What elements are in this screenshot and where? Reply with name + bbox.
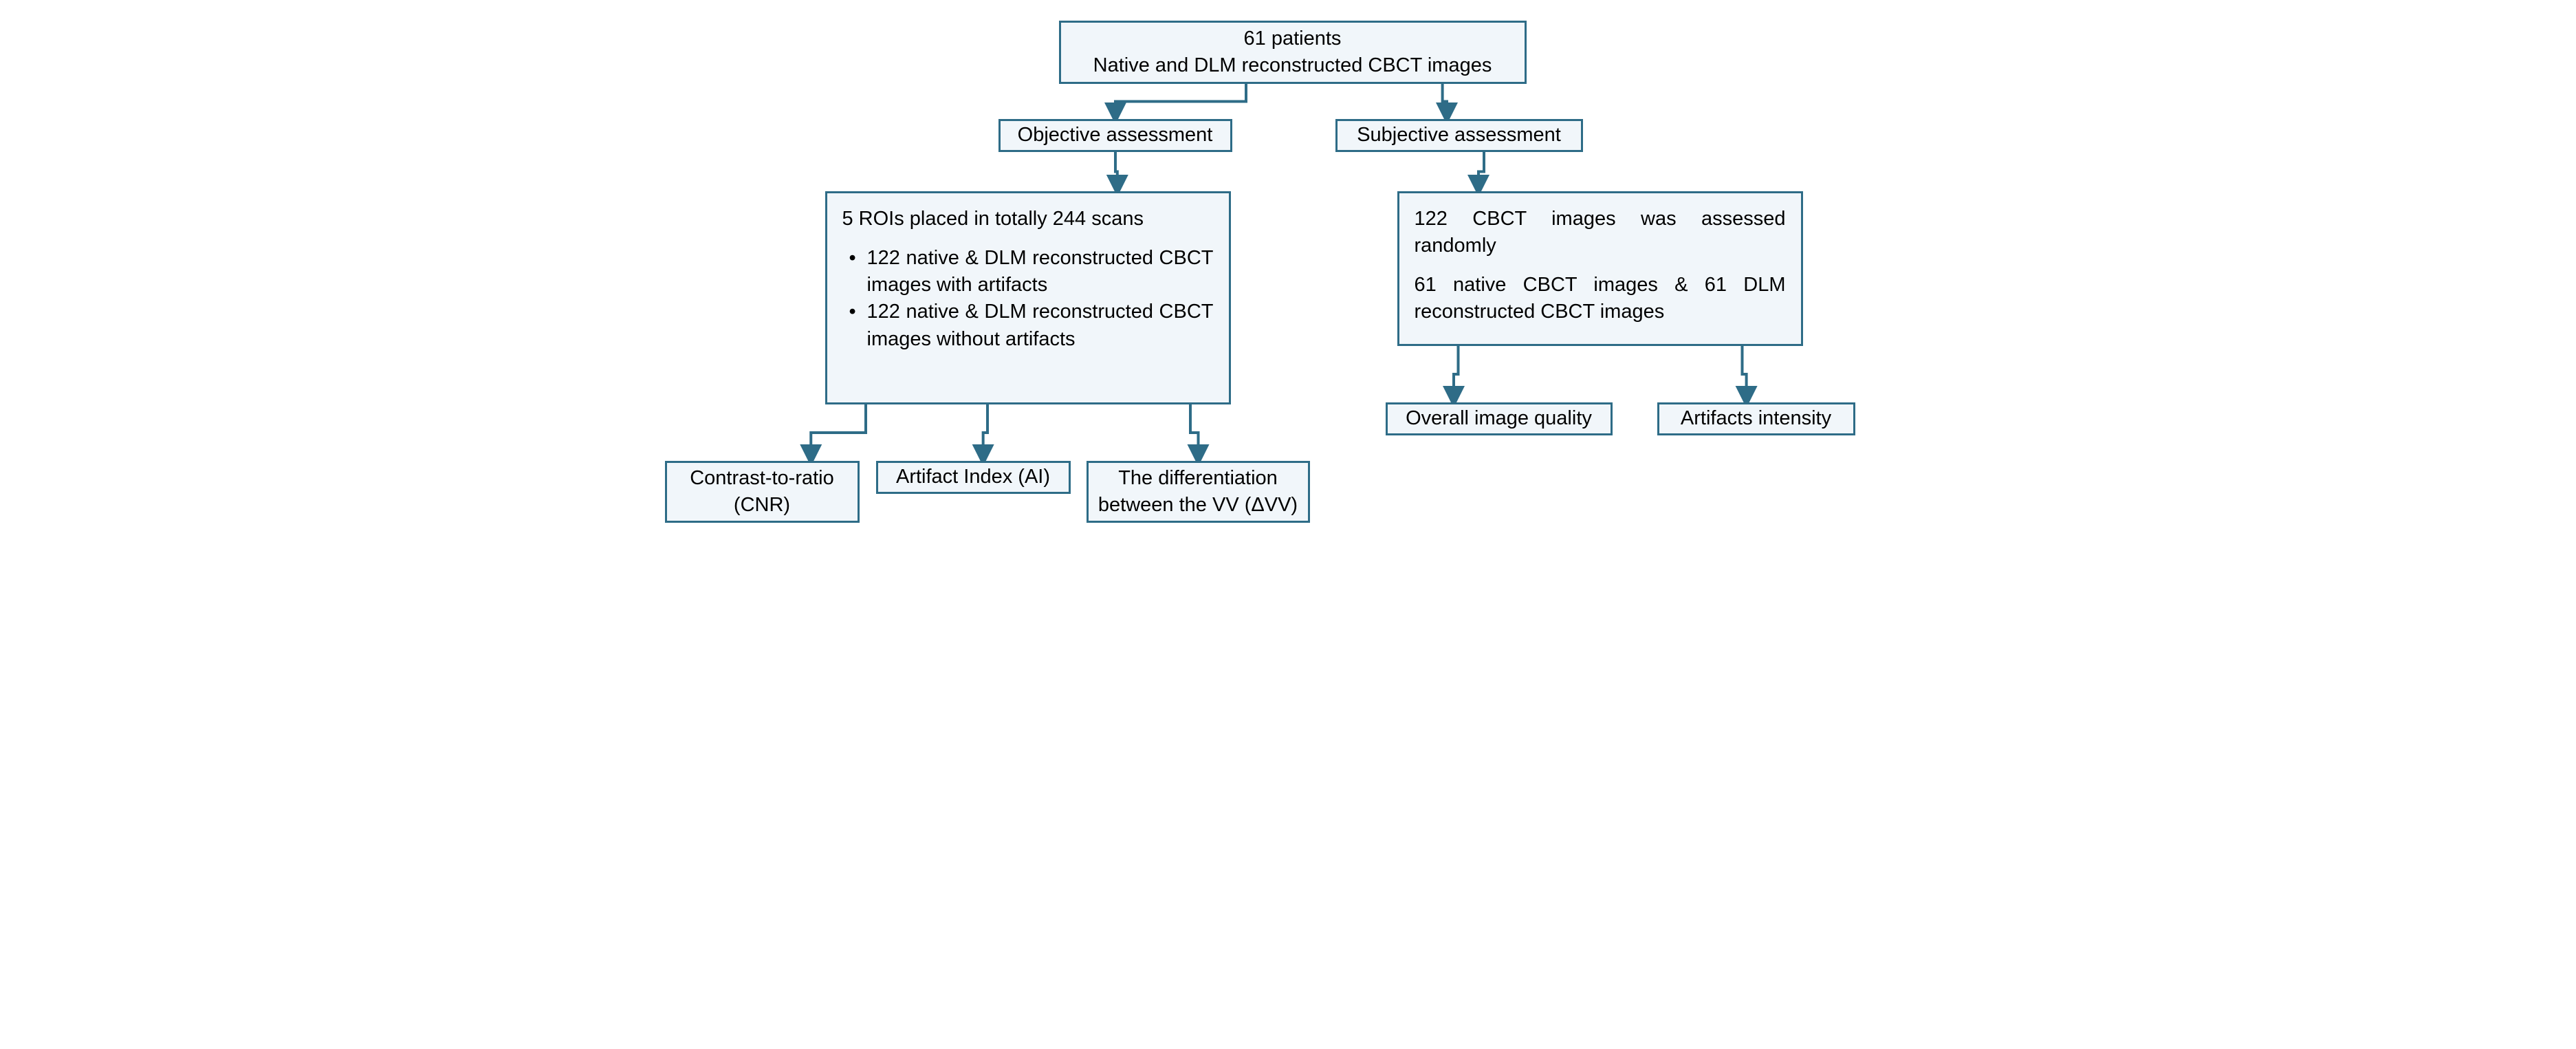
text-line: Native and DLM reconstructed CBCT images: [1061, 52, 1525, 79]
flowchart-box-oiq: Overall image quality: [1386, 402, 1613, 435]
text-line: The differentiation: [1089, 465, 1308, 492]
flowchart-box-artint: Artifacts intensity: [1657, 402, 1855, 435]
flowchart-box-objective: Objective assessment: [998, 119, 1232, 152]
text-line: between the VV (ΔVV): [1089, 492, 1308, 519]
text-line: Artifacts intensity: [1659, 405, 1853, 432]
bullet-item: 122 native & DLM reconstructed CBCT imag…: [842, 245, 1214, 299]
text-line: Overall image quality: [1388, 405, 1611, 432]
flowchart-box-dvv: The differentiationbetween the VV (ΔVV): [1087, 461, 1310, 523]
flowchart-arrow: [1115, 152, 1117, 191]
paragraph: 122 CBCT images was assessed randomly: [1415, 206, 1786, 259]
text-line: 61 patients: [1061, 25, 1525, 52]
flowchart-box-subj_detail: 122 CBCT images was assessed randomly 61 …: [1397, 191, 1803, 346]
text-line: Contrast-to-ratio: [667, 465, 858, 492]
flowchart-arrow: [1115, 84, 1246, 119]
flowchart-arrow: [983, 404, 987, 461]
text-line: (CNR): [667, 492, 858, 519]
text-line: Artifact Index (AI): [878, 464, 1069, 490]
flowchart-box-subjective: Subjective assessment: [1335, 119, 1583, 152]
flowchart-arrow: [1742, 346, 1746, 402]
flowchart-arrow: [1454, 346, 1459, 402]
flowchart-box-obj_detail: 5 ROIs placed in totally 244 scans 122 na…: [825, 191, 1231, 404]
paragraph: 5 ROIs placed in totally 244 scans: [842, 206, 1214, 232]
text-line: Objective assessment: [1001, 122, 1230, 149]
flowchart-box-ai: Artifact Index (AI): [876, 461, 1071, 494]
flowchart-arrow: [1190, 404, 1199, 461]
flowchart-arrow: [1442, 84, 1446, 119]
flowchart-box-top: 61 patientsNative and DLM reconstructed …: [1059, 21, 1527, 84]
flowchart-box-cnr: Contrast-to-ratio(CNR): [665, 461, 860, 523]
flowchart-arrow: [1478, 152, 1484, 191]
flowchart-arrow: [811, 404, 866, 461]
text-line: Subjective assessment: [1338, 122, 1581, 149]
bullet-item: 122 native & DLM reconstructed CBCT imag…: [842, 299, 1214, 352]
paragraph: 61 native CBCT images & 61 DLM reconstru…: [1415, 272, 1786, 325]
